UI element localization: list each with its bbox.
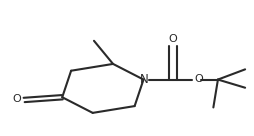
Text: O: O bbox=[12, 94, 21, 104]
Text: N: N bbox=[140, 73, 149, 86]
Text: O: O bbox=[195, 74, 203, 84]
Text: O: O bbox=[168, 34, 177, 44]
